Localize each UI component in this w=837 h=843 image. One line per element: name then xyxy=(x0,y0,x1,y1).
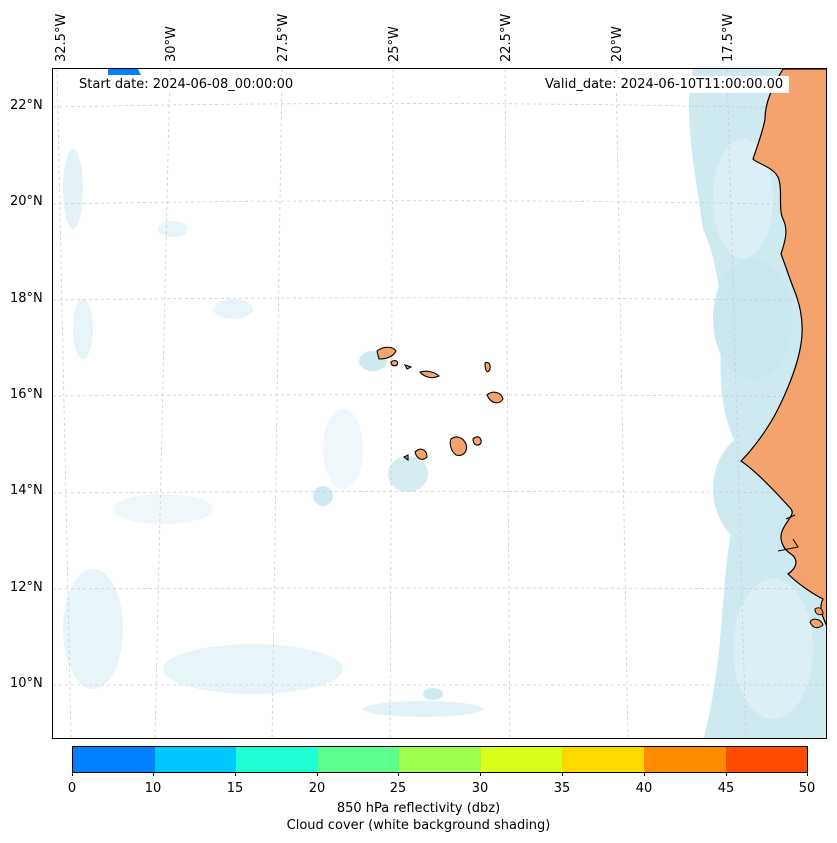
valid-date-label: Valid_date: 2024-06-10T11:00:00.00 xyxy=(539,76,790,93)
colorbar-tickmark xyxy=(317,772,318,776)
longitude-label-25w: 25°W xyxy=(387,26,402,62)
cape-verde-islands xyxy=(376,346,504,462)
colorbar-tickmark xyxy=(644,772,645,776)
colorbar-segment-40-45 xyxy=(643,747,726,772)
colorbar-tick-label: 45 xyxy=(717,781,735,796)
colorbar-segment-30-35 xyxy=(480,747,563,772)
longitude-label-20w: 20°W xyxy=(610,26,625,62)
colorbar-tick-label: 15 xyxy=(226,781,244,796)
colorbar-tickmark xyxy=(562,772,563,776)
colorbar xyxy=(72,746,808,773)
latitude-label-12n: 12°N xyxy=(10,580,43,595)
latitude-label-20n: 20°N xyxy=(10,194,43,209)
colorbar-tickmark xyxy=(726,772,727,776)
map-canvas xyxy=(53,69,826,738)
colorbar-tickmark xyxy=(480,772,481,776)
latitude-label-22n: 22°N xyxy=(10,98,43,113)
longitude-label-32-5w: 32.5°W xyxy=(54,13,69,62)
latitude-label-14n: 14°N xyxy=(10,483,43,498)
colorbar-tick-label: 20 xyxy=(308,781,326,796)
africa-coastline xyxy=(740,69,826,626)
map-panel xyxy=(52,68,827,739)
longitude-label-22-5w: 22.5°W xyxy=(499,13,514,62)
colorbar-tick-label: 50 xyxy=(798,781,816,796)
colorbar-tick-label: 30 xyxy=(471,781,489,796)
latitude-label-16n: 16°N xyxy=(10,387,43,402)
start-date-label: Start date: 2024-06-08_00:00:00 xyxy=(73,76,300,93)
colorbar-subtitle: Cloud cover (white background shading) xyxy=(286,818,551,833)
colorbar-segment-20-25 xyxy=(317,747,400,772)
longitude-label-30w: 30°W xyxy=(164,26,179,62)
colorbar-segment-25-30 xyxy=(399,747,481,772)
colorbar-tickmark xyxy=(72,772,73,776)
reflectivity-blob xyxy=(108,69,141,75)
longitude-label-17-5w: 17.5°W xyxy=(721,13,736,62)
colorbar-segment-45-50 xyxy=(725,747,808,772)
cloud-cover-shading xyxy=(53,69,826,738)
colorbar-tickmark xyxy=(153,772,154,776)
colorbar-segment-35-40 xyxy=(562,747,644,772)
colorbar-tickmark xyxy=(807,772,808,776)
colorbar-tick-label: 25 xyxy=(389,781,407,796)
bissagos-islands xyxy=(809,607,824,629)
colorbar-title: 850 hPa reflectivity (dbz) xyxy=(336,801,501,816)
colorbar-tickmark xyxy=(398,772,399,776)
colorbar-tick-label: 40 xyxy=(635,781,653,796)
colorbar-segment-10-15 xyxy=(154,747,237,772)
colorbar-tick-label: 35 xyxy=(553,781,571,796)
longitude-label-27-5w: 27.5°W xyxy=(276,13,291,62)
colorbar-tick-label: 10 xyxy=(144,781,162,796)
colorbar-segment-15-20 xyxy=(236,747,318,772)
colorbar-segment-0-10 xyxy=(73,747,155,772)
colorbar-tick-label: 0 xyxy=(67,781,77,796)
latitude-label-10n: 10°N xyxy=(10,676,43,691)
gambia-river xyxy=(777,514,799,552)
gridlines xyxy=(53,69,826,738)
latitude-label-18n: 18°N xyxy=(10,291,43,306)
colorbar-tickmark xyxy=(235,772,236,776)
